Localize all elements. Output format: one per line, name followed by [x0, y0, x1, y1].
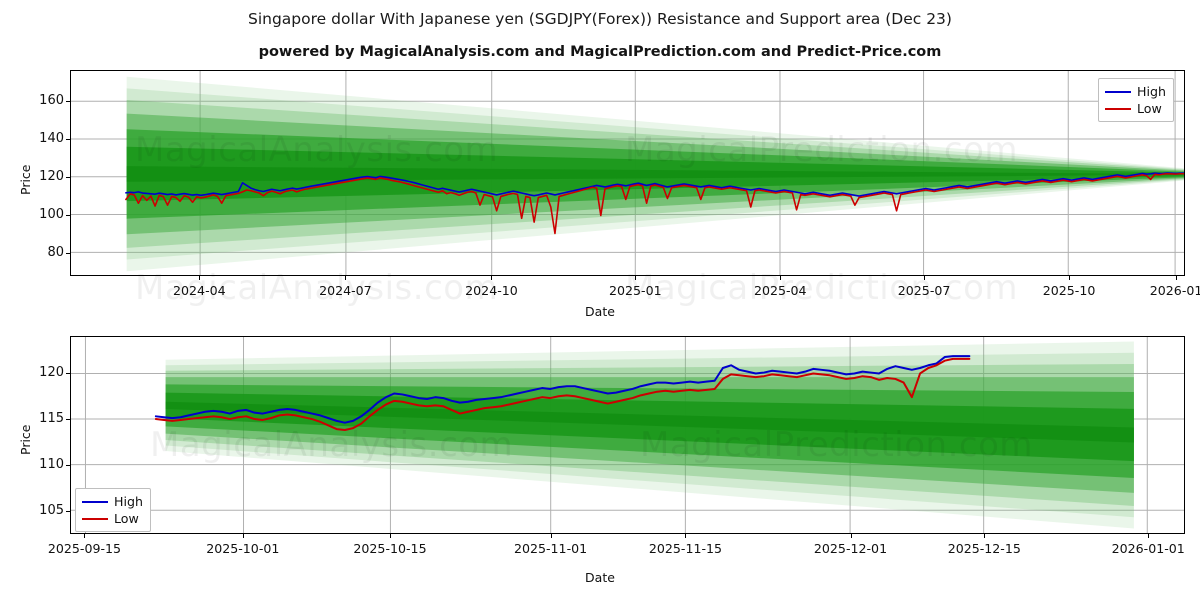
legend-item-high: High [1105, 83, 1166, 100]
zoom-chart-panel [70, 336, 1185, 534]
legend-item-high-zoom: High [82, 493, 143, 510]
overview-plot-svg [71, 71, 1184, 275]
x-tick-mark [199, 276, 201, 280]
y-tick-mark [66, 100, 70, 102]
legend-label-low: Low [1137, 101, 1162, 116]
y-tick-label: 110 [39, 456, 64, 472]
y-tick-mark [66, 253, 70, 255]
x-tick-mark [685, 534, 687, 538]
zoom-legend: High Low [75, 488, 151, 532]
x-tick-label: 2025-11-15 [648, 541, 723, 556]
x-tick-label: 2024-07 [319, 283, 372, 298]
overview-x-axis-label: Date [585, 304, 615, 319]
y-tick-mark [66, 418, 70, 420]
x-tick-label: 2025-09-15 [47, 541, 122, 556]
zoom-y-axis-label: Price [18, 424, 33, 456]
x-tick-mark [984, 534, 986, 538]
legend-label-high: High [114, 494, 143, 509]
y-tick-mark [66, 464, 70, 466]
x-tick-mark [780, 276, 782, 280]
x-tick-mark [1176, 276, 1178, 280]
legend-label-high: High [1137, 84, 1166, 99]
x-tick-label: 2025-12-01 [813, 541, 888, 556]
zoom-x-axis-label: Date [585, 570, 615, 585]
overview-y-axis-label: Price [18, 164, 33, 196]
y-tick-mark [66, 214, 70, 216]
x-tick-label: 2025-10-15 [353, 541, 427, 556]
y-tick-label: 140 [39, 130, 64, 146]
x-tick-mark [390, 534, 391, 538]
high-line-swatch [1105, 90, 1131, 93]
x-tick-mark [84, 534, 86, 538]
y-tick-mark [66, 176, 70, 178]
x-tick-label: 2024-04 [173, 283, 226, 298]
x-tick-label: 2025-01 [608, 283, 662, 298]
page-title: Singapore dollar With Japanese yen (SGDJ… [248, 10, 952, 28]
y-tick-mark [66, 510, 70, 512]
overview-chart-panel [70, 70, 1185, 276]
zoom-plot-svg [71, 337, 1184, 533]
low-line-swatch [82, 517, 108, 520]
y-tick-label: 100 [39, 206, 64, 222]
x-tick-mark [850, 534, 852, 538]
y-tick-label: 80 [47, 245, 64, 261]
x-tick-mark [550, 534, 552, 538]
y-tick-label: 115 [39, 410, 64, 426]
legend-label-low: Low [114, 511, 139, 526]
x-tick-mark [635, 276, 637, 280]
x-tick-mark [345, 276, 347, 280]
x-tick-label: 2025-11-01 [513, 541, 588, 556]
low-line-swatch [1105, 107, 1131, 110]
x-tick-mark [242, 534, 244, 538]
x-tick-label: 2025-07 [897, 283, 951, 298]
high-line-swatch [82, 500, 108, 503]
zoom-plot-frame [70, 336, 1185, 534]
overview-legend: High Low [1098, 78, 1174, 122]
x-tick-mark [1148, 534, 1150, 538]
y-tick-label: 120 [39, 168, 64, 184]
y-tick-mark [66, 372, 70, 374]
x-tick-label: 2026-01 [1149, 283, 1200, 298]
x-tick-label: 2025-12-15 [947, 541, 1021, 556]
overview-plot-frame [70, 70, 1185, 276]
x-tick-label: 2025-10-01 [206, 541, 280, 556]
x-tick-mark [1069, 276, 1071, 280]
y-tick-label: 160 [39, 92, 64, 108]
y-tick-label: 105 [39, 502, 64, 518]
x-tick-mark [924, 276, 926, 280]
x-tick-label: 2025-10 [1042, 283, 1096, 298]
page-subtitle: powered by MagicalAnalysis.com and Magic… [258, 44, 942, 60]
y-tick-mark [66, 138, 70, 140]
y-tick-label: 120 [39, 364, 64, 380]
x-tick-label: 2026-01-01 [1111, 541, 1185, 556]
x-tick-label: 2024-10 [465, 283, 518, 298]
x-tick-mark [491, 276, 493, 280]
x-tick-label: 2025-04 [753, 283, 807, 298]
legend-item-low: Low [1105, 100, 1166, 117]
legend-item-low-zoom: Low [82, 510, 143, 527]
